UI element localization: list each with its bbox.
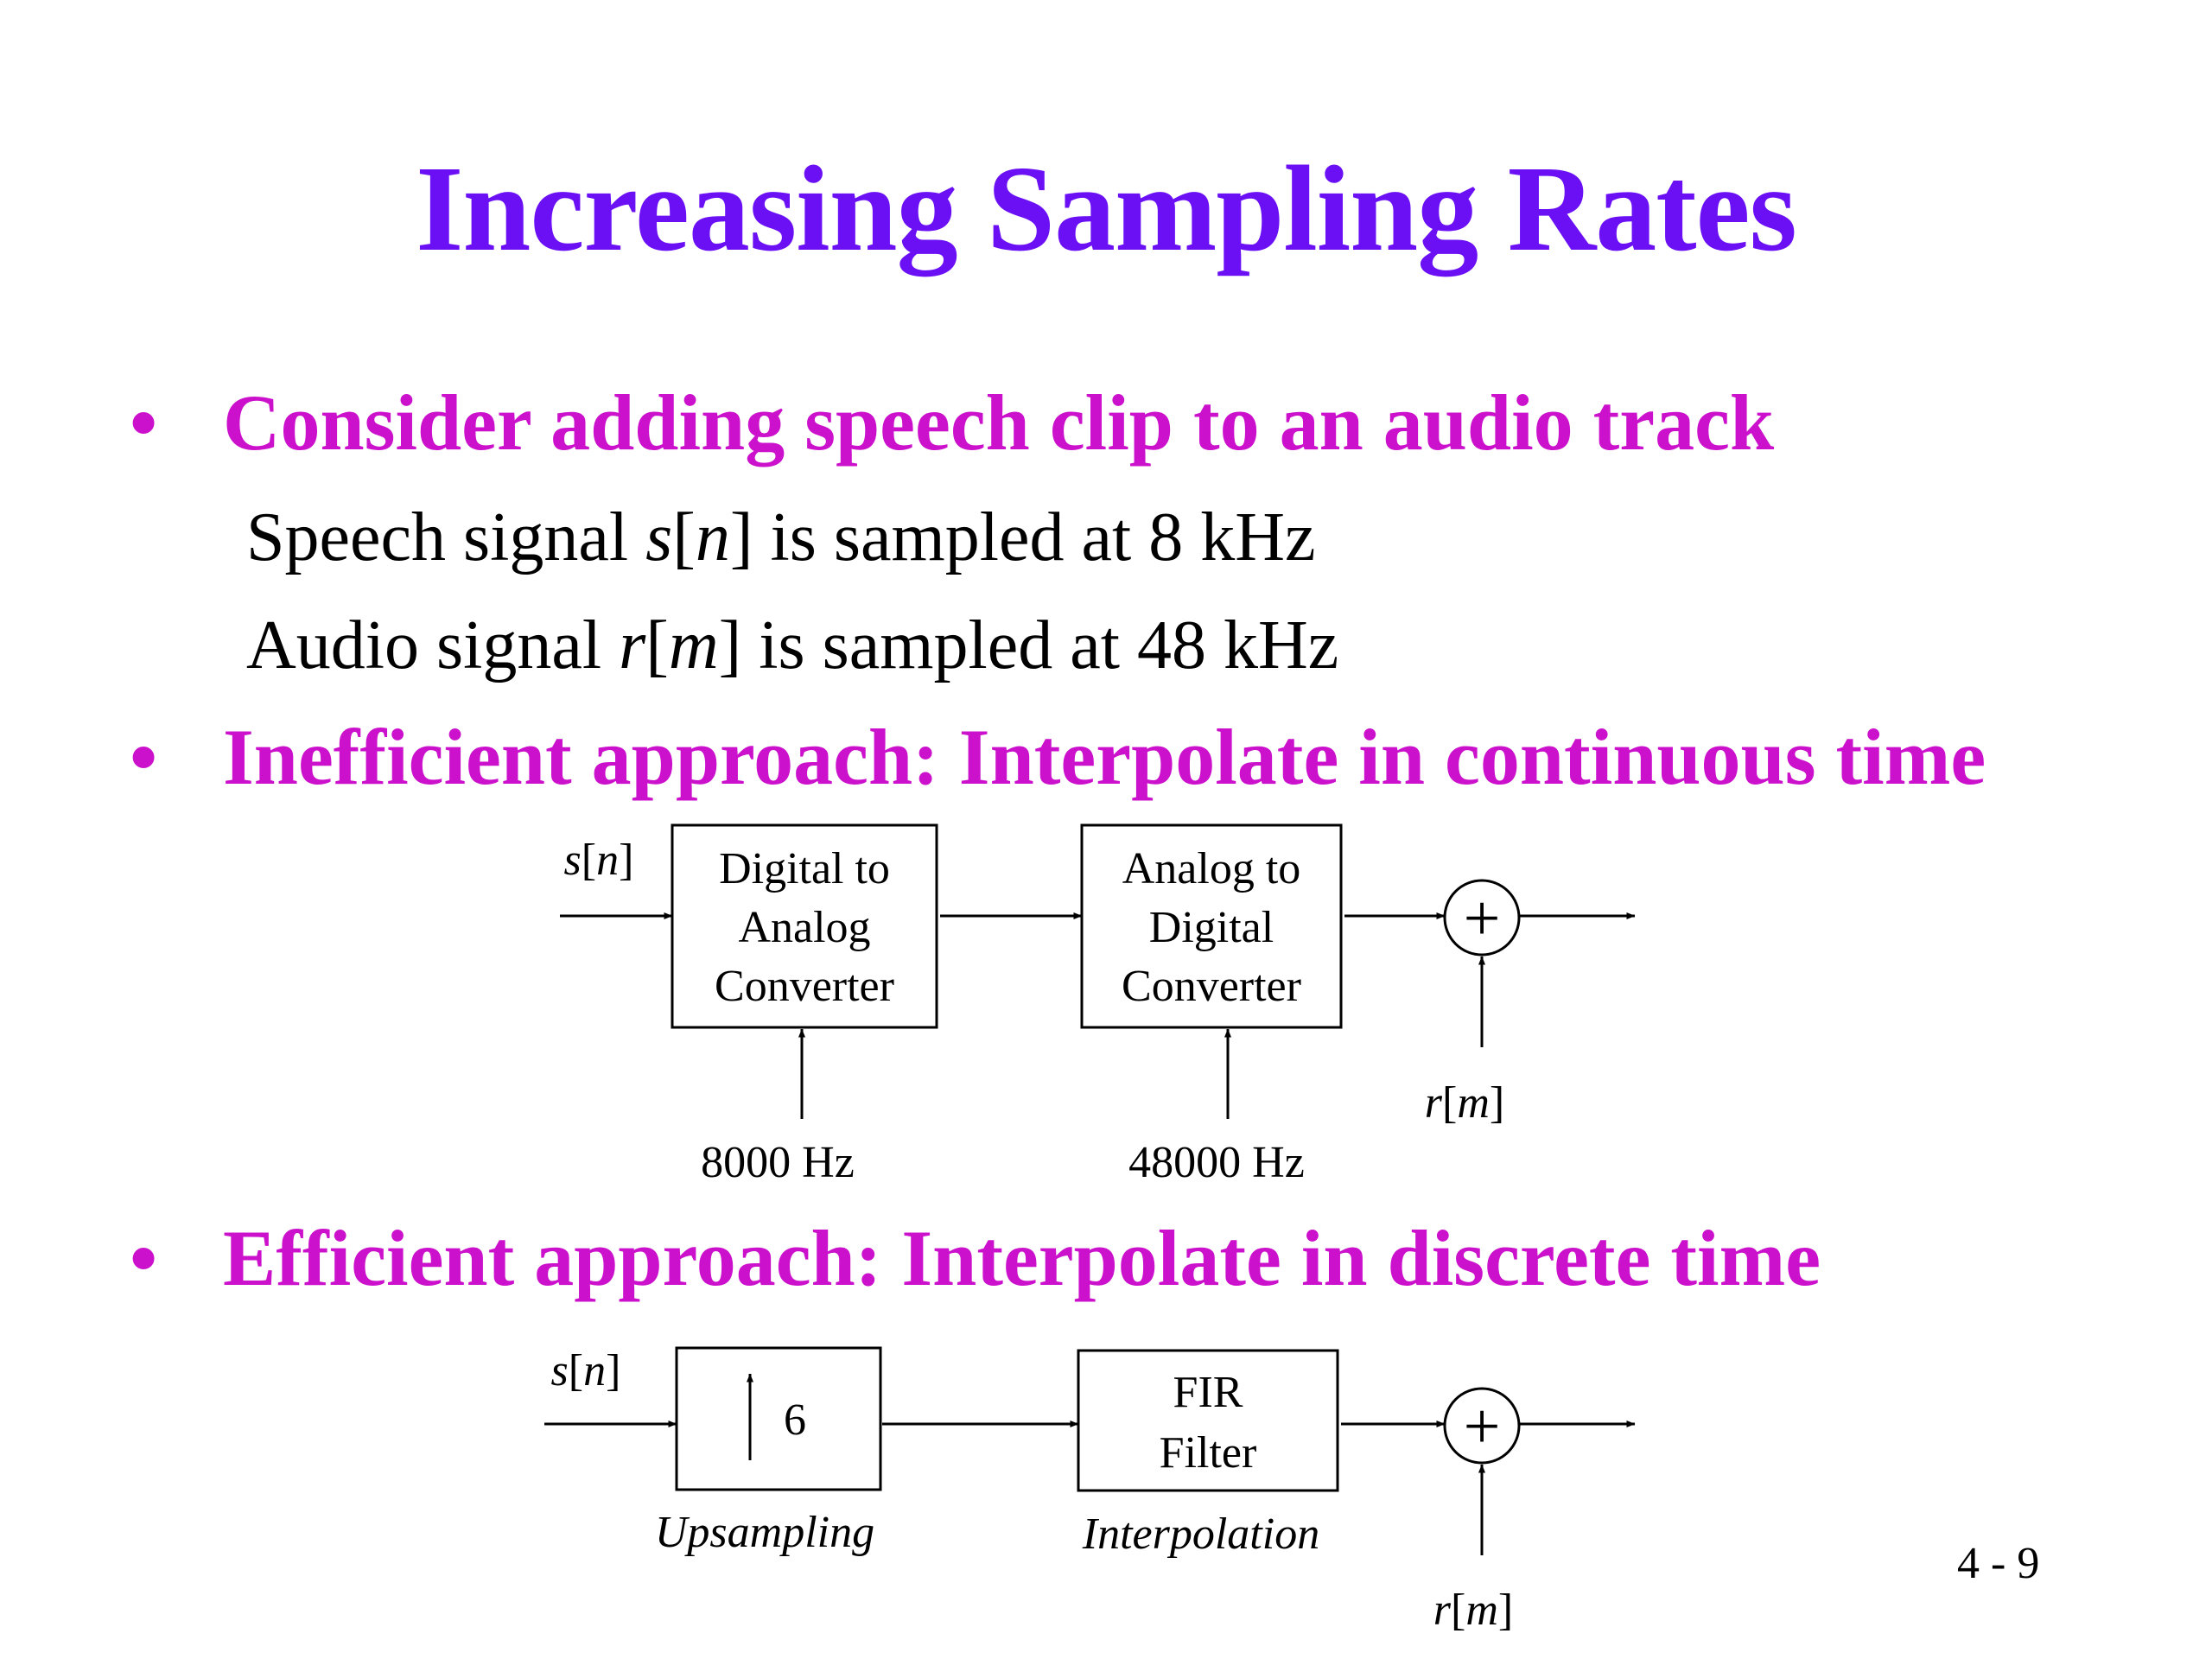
adc-block — [1080, 823, 1343, 1029]
sub-rest: ] is sampled at 8 kHz — [729, 499, 1316, 575]
fir-filter-block — [1077, 1349, 1339, 1492]
bullet-consider: • Consider adding speech clip to an audio… — [130, 383, 1774, 462]
sub-rest: ] is sampled at 48 kHz — [718, 607, 1339, 683]
sub-var: s — [645, 499, 673, 575]
sub-pre: Audio signal — [246, 607, 620, 683]
input-label-s-n: s[n] — [551, 1346, 621, 1395]
upsampler-block — [675, 1346, 882, 1491]
adder-circle — [1443, 1387, 1521, 1465]
dac-label: Digital to — [719, 844, 890, 893]
sub-audio-signal: Audio signal r[m] is sampled at 48 kHz — [246, 611, 1338, 680]
upsampling-caption: Upsampling — [655, 1508, 874, 1557]
adc-label: Converter — [1122, 962, 1301, 1011]
interpolation-caption: Interpolation — [1082, 1510, 1319, 1559]
bullet-dot: • — [130, 378, 158, 467]
side-input-label-r-m: r[m] — [1433, 1586, 1513, 1635]
slide-title: Increasing Sampling Rates — [416, 140, 1797, 276]
adc-label: Analog to — [1122, 844, 1301, 893]
page-number: 4 - 9 — [1957, 1539, 2040, 1588]
bullet-inefficient: • Inefficient approach: Interpolate in co… — [130, 717, 1986, 797]
rate-label-48000: 48000 Hz — [1128, 1138, 1305, 1187]
bullet-dot: • — [130, 1214, 158, 1302]
sub-idx: n — [695, 499, 730, 575]
rate-label-8000: 8000 Hz — [701, 1138, 855, 1187]
upsample-factor: 6 — [784, 1395, 806, 1445]
adc-label: Digital — [1149, 903, 1274, 952]
diagram-continuous: s[n] Digital to Analog Converter Analog … — [560, 823, 1636, 1187]
input-label-s-n: s[n] — [564, 836, 634, 885]
side-input-label-r-m: r[m] — [1425, 1078, 1504, 1128]
bullet-text: Consider adding speech clip to an audio … — [223, 378, 1775, 467]
bullet-text: Inefficient approach: Interpolate in con… — [223, 713, 1986, 801]
bullet-dot: • — [130, 713, 158, 801]
adder-plus-icon: + — [1464, 1390, 1501, 1463]
adder-circle — [1443, 879, 1521, 957]
diagram-discrete: s[n] 6 Upsampling FIR Filter Interpolati… — [544, 1346, 1636, 1635]
dac-label: Converter — [715, 962, 894, 1011]
dac-label: Analog — [738, 903, 870, 952]
bullet-text: Efficient approach: Interpolate in discr… — [223, 1214, 1821, 1302]
adder-plus-icon: + — [1464, 882, 1501, 955]
sub-speech-signal: Speech signal s[n] is sampled at 8 kHz — [246, 503, 1316, 572]
sub-open: [ — [645, 607, 669, 683]
sub-var: r — [619, 607, 646, 683]
sub-pre: Speech signal — [246, 499, 646, 575]
sub-open: [ — [672, 499, 696, 575]
dac-block — [671, 823, 938, 1029]
fir-label: Filter — [1160, 1428, 1257, 1478]
sub-idx: m — [668, 607, 719, 683]
bullet-efficient: • Efficient approach: Interpolate in disc… — [130, 1218, 1821, 1298]
fir-label: FIR — [1173, 1368, 1243, 1417]
